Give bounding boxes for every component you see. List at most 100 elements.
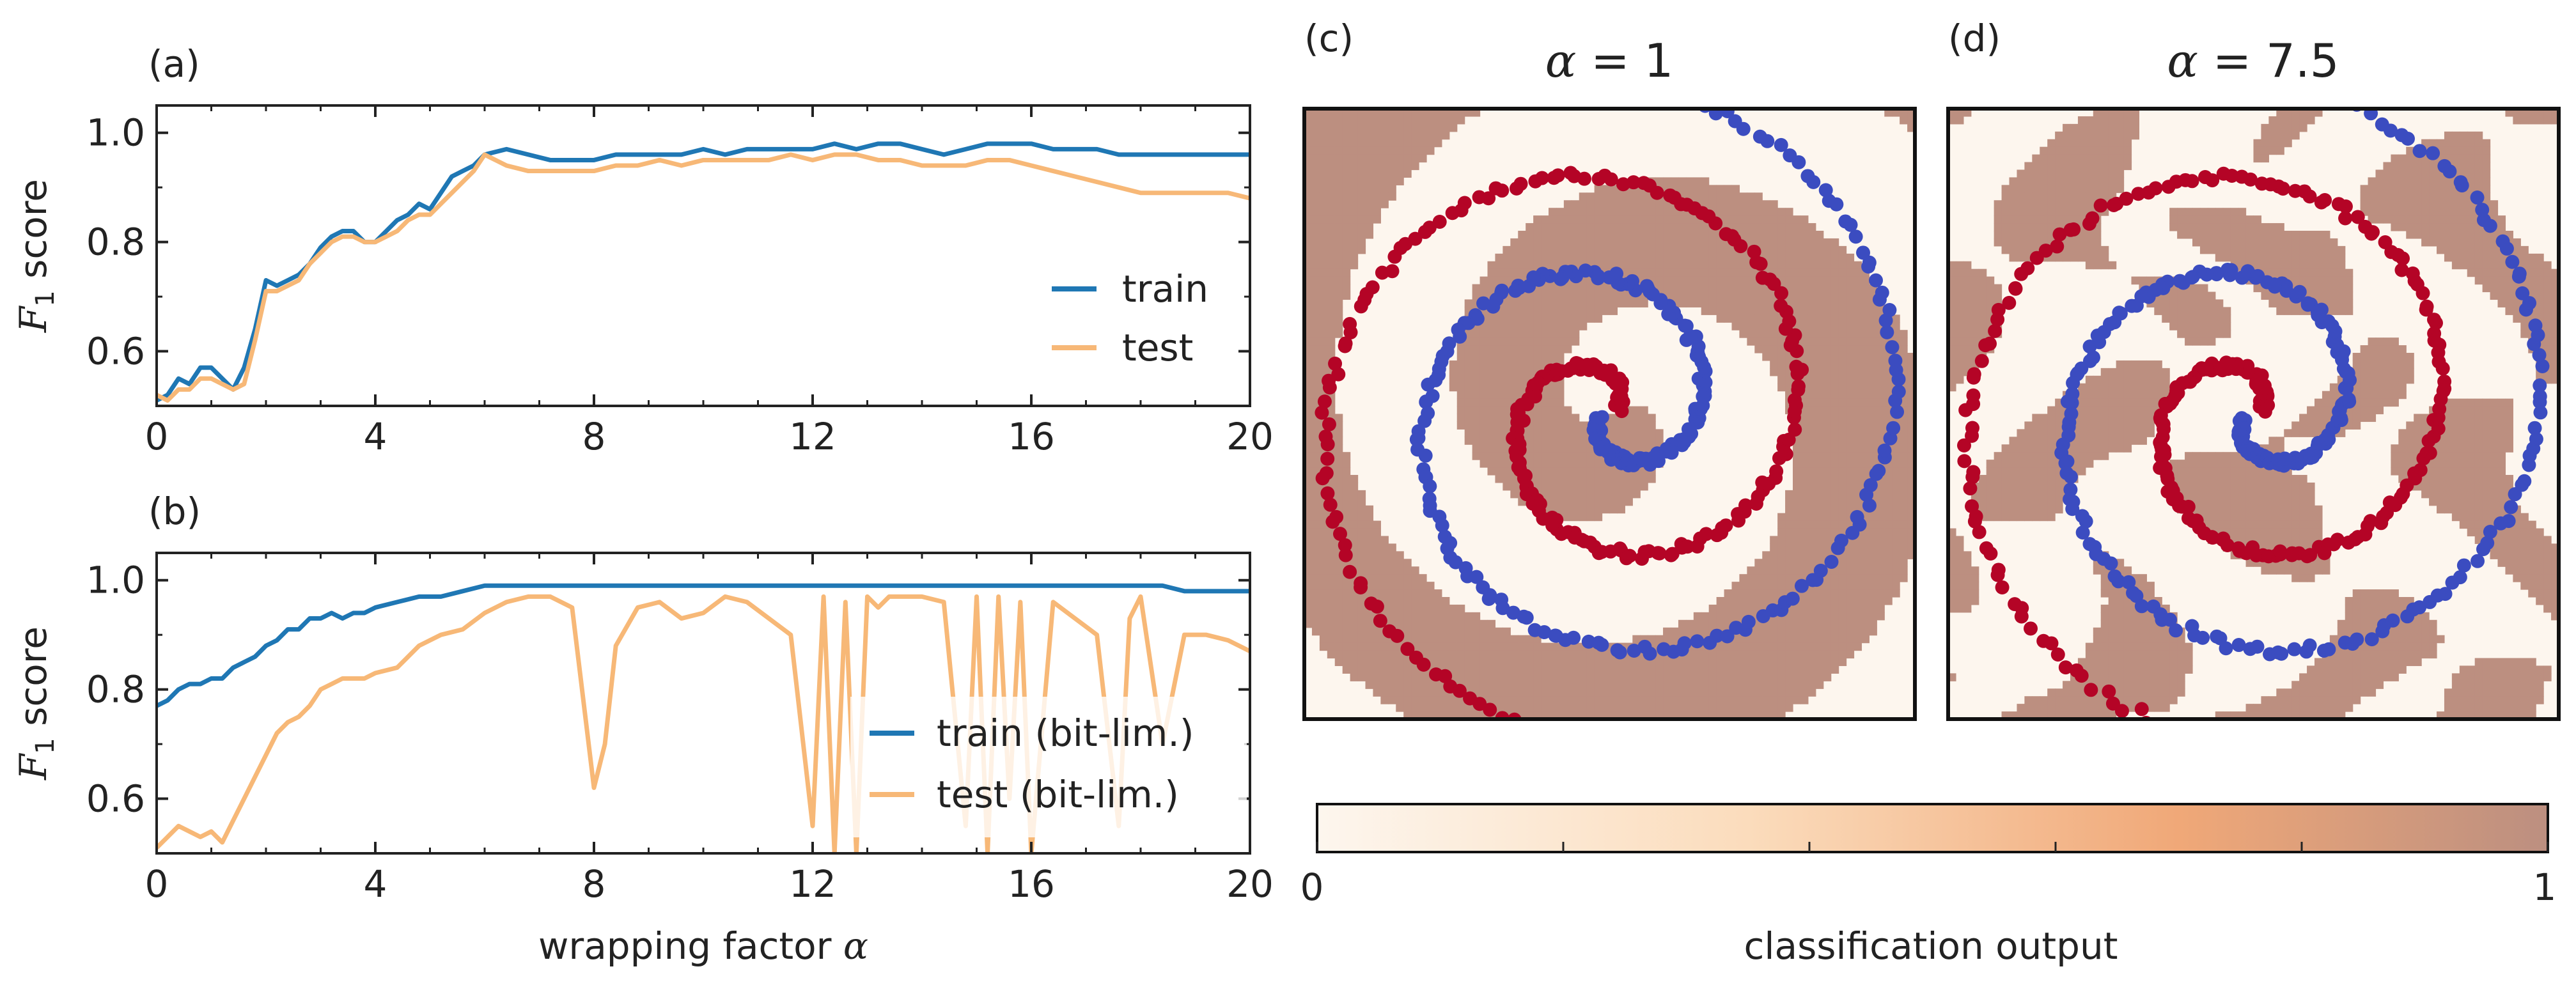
panel-c-region-cell <box>1807 642 1816 651</box>
panel-c-point-red <box>1325 515 1340 529</box>
panel-c-region-cell <box>1770 353 1778 361</box>
panel-a-xtick-label: 20 <box>1226 415 1274 458</box>
panel-c-region-cell <box>1563 284 1572 293</box>
panel-c-region-cell <box>1900 429 1908 437</box>
panel-d-region-cell <box>2047 162 2056 171</box>
panel-c-region-cell <box>1807 253 1816 262</box>
panel-c-region-cell <box>1877 375 1885 384</box>
panel-c-region-cell <box>1807 345 1816 353</box>
panel-c-region-cell <box>1472 330 1481 338</box>
panel-c-region-cell <box>1777 704 1786 712</box>
panel-c-region-cell <box>1319 597 1328 605</box>
panel-c-region-cell <box>1762 665 1770 674</box>
panel-c-region-cell <box>1487 650 1496 659</box>
panel-c-region-cell <box>1563 696 1572 704</box>
panel-c-region-cell <box>1311 284 1320 293</box>
panel-d-region-cell <box>2047 467 2056 476</box>
panel-c-region-cell <box>1541 688 1549 697</box>
panel-c-region-cell <box>1487 665 1496 674</box>
panel-c-region-cell <box>1304 619 1313 628</box>
panel-d-region-cell <box>1955 589 1964 598</box>
panel-c-region-cell <box>1793 658 1801 667</box>
panel-c-point-red <box>1343 325 1358 339</box>
panel-c-region-cell <box>1800 245 1809 254</box>
panel-c-region-cell <box>1815 291 1824 300</box>
panel-c-region-cell <box>1403 627 1412 636</box>
panel-c-region-cell <box>1571 711 1580 719</box>
panel-b: (b) 0 4 8 12 16 200.60.81.0 F1 score wrapping… <box>12 490 1274 968</box>
panel-c-region-cell <box>1449 619 1458 628</box>
panel-d-region-cell <box>2009 490 2018 499</box>
panel-c-region-cell <box>1678 215 1687 224</box>
panel-c-region-cell <box>1304 192 1313 201</box>
panel-c-region-cell <box>1571 497 1580 506</box>
panel-d-region-cell <box>1994 238 2002 247</box>
panel-d-region-cell <box>1971 566 1979 575</box>
panel-c-region-cell <box>1304 490 1313 499</box>
panel-d-region-cell <box>2093 169 2102 178</box>
panel-c-region-cell <box>1625 688 1633 697</box>
panel-c-region-cell <box>1571 414 1580 423</box>
panel-d-region-cell <box>2077 658 2086 667</box>
panel-c-region-cell <box>1831 627 1839 636</box>
panel-c-region-cell <box>1747 635 1755 644</box>
panel-c-region-cell <box>1731 268 1740 277</box>
panel-d-region-cell <box>1955 375 1964 384</box>
panel-c-region-cell <box>1549 261 1557 270</box>
panel-c-region-cell <box>1800 284 1809 293</box>
panel-c-region-cell <box>1770 681 1778 689</box>
panel-d-region-cell <box>2085 131 2094 140</box>
panel-d-region-cell <box>2093 383 2102 392</box>
panel-d-region-cell <box>2077 238 2086 247</box>
panel-c-region-cell <box>1586 711 1595 719</box>
panel-c-region-cell <box>1472 711 1481 719</box>
panel-c-region-cell <box>1846 437 1855 445</box>
panel-c-region-cell <box>1861 322 1870 330</box>
panel-c-region-cell <box>1563 658 1572 667</box>
panel-c-region-cell <box>1311 291 1320 300</box>
panel-c-region-cell <box>1724 704 1733 712</box>
panel-c-region-cell <box>1571 200 1580 208</box>
panel-c-region-cell <box>1419 109 1427 117</box>
panel-c-region-cell <box>1747 688 1755 697</box>
panel-c-region-cell <box>1388 642 1396 651</box>
panel-d-region-cell <box>2032 460 2040 468</box>
panel-c-region-cell <box>1800 261 1809 270</box>
panel-c-region-cell <box>1754 238 1763 247</box>
panel-c-region-cell <box>1350 658 1359 667</box>
panel-c-point-red <box>1416 657 1431 672</box>
panel-c-region-cell <box>1586 253 1595 262</box>
panel-c-region-cell <box>1357 223 1366 231</box>
panel-c-region-cell <box>1777 253 1786 262</box>
panel-d-region-cell <box>2040 215 2048 224</box>
panel-c-region-cell <box>1365 223 1374 231</box>
panel-c-region-cell <box>1472 398 1481 407</box>
panel-c-region-cell <box>1807 276 1816 285</box>
panel-c-region-cell <box>1602 673 1611 681</box>
panel-c-region-cell <box>1815 314 1824 323</box>
panel-c-region-cell <box>1350 169 1359 178</box>
panel-c-point-blue <box>1850 509 1864 524</box>
panel-c-region-cell <box>1815 497 1824 506</box>
panel-c-region-cell <box>1747 642 1755 651</box>
panel-c-region-cell <box>1640 223 1648 231</box>
panel-c-region-cell <box>1563 223 1572 231</box>
panel-c-region-cell <box>1594 253 1603 262</box>
panel-c-region-cell <box>1304 574 1313 582</box>
panel-c-region-cell <box>1701 673 1710 681</box>
panel-c-region-cell <box>1747 208 1755 216</box>
panel-c-region-cell <box>1411 589 1419 598</box>
panel-d-region-cell <box>1948 543 1956 552</box>
panel-c-region-cell <box>1609 681 1618 689</box>
panel-d-region-cell <box>1963 261 1972 270</box>
panel-c-region-cell <box>1762 330 1770 338</box>
panel-d-region-cell <box>1994 208 2002 216</box>
panel-c-region-cell <box>1479 345 1488 353</box>
panel-c-region-cell <box>1403 169 1412 178</box>
panel-c-region-cell <box>1907 406 1915 415</box>
panel-d-region-cell <box>2024 185 2033 193</box>
panel-c-region-cell <box>1495 650 1503 659</box>
panel-c-region-cell <box>1739 314 1747 323</box>
panel-c-region-cell <box>1472 452 1481 460</box>
panel-c-region-cell <box>1793 696 1801 704</box>
